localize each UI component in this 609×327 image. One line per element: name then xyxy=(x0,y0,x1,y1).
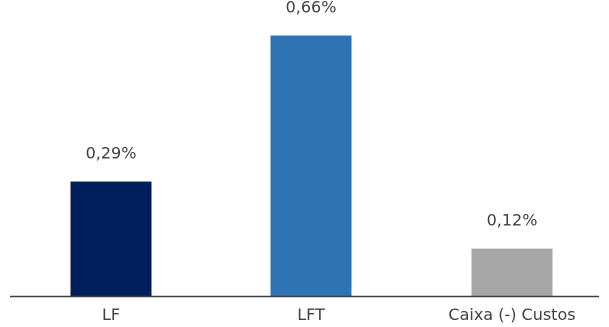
data-label: 0,12% xyxy=(487,211,538,230)
bar-lft xyxy=(270,35,352,297)
x-tick-label: LF xyxy=(102,305,120,324)
bars-group xyxy=(70,35,553,297)
value-labels-group: 0,29% 0,66% 0,12% xyxy=(86,0,538,230)
data-label: 0,29% xyxy=(86,144,137,163)
x-tick-label: LFT xyxy=(297,305,325,324)
bar-lf xyxy=(70,181,152,296)
data-label: 0,66% xyxy=(286,0,337,17)
bar-caixa-custos xyxy=(471,248,553,296)
x-tick-labels-group: LF LFT Caixa (-) Custos xyxy=(102,305,576,324)
x-tick-label: Caixa (-) Custos xyxy=(448,305,575,324)
